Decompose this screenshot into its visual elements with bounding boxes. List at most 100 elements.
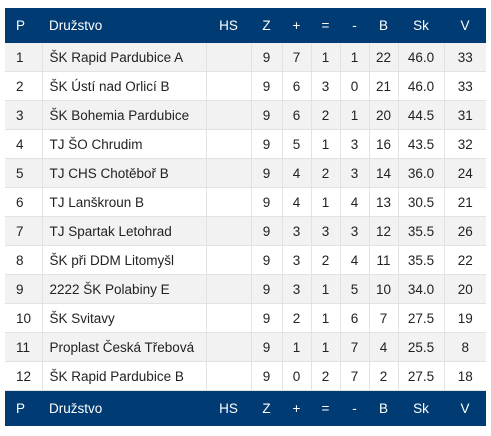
cell-wins: 1: [281, 332, 311, 362]
cell-position: 4: [5, 129, 42, 159]
cell-points: 4: [368, 332, 398, 362]
header-cell-losses[interactable]: -: [340, 8, 369, 43]
cell-draws: 1: [310, 129, 340, 159]
cell-v: 24: [443, 158, 486, 188]
cell-v: 18: [443, 361, 486, 391]
cell-wins: 5: [281, 129, 311, 159]
cell-score: 46.0: [397, 43, 444, 72]
cell-games: 9: [250, 332, 282, 362]
cell-draws: 1: [310, 303, 340, 333]
cell-wins: 0: [281, 361, 311, 391]
cell-team: TJ Spartak Letohrad: [41, 216, 206, 246]
header-cell-team[interactable]: Družstvo: [42, 8, 206, 43]
cell-points: 22: [368, 43, 398, 72]
cell-losses: 4: [339, 245, 369, 275]
cell-points: 12: [368, 216, 398, 246]
cell-v: 8: [443, 332, 486, 362]
cell-v: 31: [443, 100, 486, 130]
cell-team: ŠK Bohemia Pardubice: [41, 100, 206, 130]
cell-v: 22: [443, 245, 486, 275]
cell-points: 16: [368, 129, 398, 159]
header-row-top: P Družstvo HS Z + = - B Sk V: [5, 8, 486, 43]
cell-hs: [205, 187, 251, 217]
cell-v: 21: [443, 187, 486, 217]
cell-draws: 2: [310, 361, 340, 391]
cell-position: 8: [5, 245, 42, 275]
cell-score: 44.5: [397, 100, 444, 130]
cell-position: 7: [5, 216, 42, 246]
footer-cell-draws[interactable]: =: [311, 390, 340, 426]
cell-games: 9: [250, 100, 282, 130]
cell-draws: 2: [310, 245, 340, 275]
cell-v: 26: [443, 216, 486, 246]
cell-draws: 1: [310, 274, 340, 304]
header-cell-points[interactable]: B: [369, 8, 398, 43]
cell-points: 14: [368, 158, 398, 188]
cell-team: ŠK Rapid Pardubice A: [41, 43, 206, 72]
table-row: 4 TJ ŠO Chrudim 9 5 1 3 16 43.5 32: [5, 129, 486, 159]
cell-score: 34.0: [397, 274, 444, 304]
cell-draws: 2: [310, 100, 340, 130]
cell-score: 27.5: [397, 361, 444, 391]
cell-team: ŠK Ústí nad Orlicí B: [41, 71, 206, 101]
cell-wins: 4: [281, 187, 311, 217]
cell-losses: 6: [339, 303, 369, 333]
header-cell-draws[interactable]: =: [311, 8, 340, 43]
cell-wins: 3: [281, 274, 311, 304]
header-cell-wins[interactable]: +: [282, 8, 311, 43]
cell-losses: 3: [339, 129, 369, 159]
header-cell-position[interactable]: P: [5, 8, 42, 43]
table-row: 5 TJ CHS Chotěboř B 9 4 2 3 14 36.0 24: [5, 158, 486, 188]
cell-points: 21: [368, 71, 398, 101]
cell-wins: 7: [281, 43, 311, 72]
footer-cell-points[interactable]: B: [369, 390, 398, 426]
footer-cell-v[interactable]: V: [444, 390, 486, 426]
standings-table: P Družstvo HS Z + = - B Sk V 1 ŠK Rapid P…: [5, 8, 486, 426]
cell-position: 2: [5, 71, 42, 101]
cell-games: 9: [250, 361, 282, 391]
cell-team: ŠK při DDM Litomyšl: [41, 245, 206, 275]
cell-wins: 6: [281, 100, 311, 130]
cell-draws: 1: [310, 332, 340, 362]
table-row: 10 ŠK Svitavy 9 2 1 6 7 27.5 19: [5, 303, 486, 333]
table-row: 8 ŠK při DDM Litomyšl 9 3 2 4 11 35.5 22: [5, 245, 486, 275]
cell-hs: [205, 71, 251, 101]
cell-points: 10: [368, 274, 398, 304]
header-cell-games[interactable]: Z: [251, 8, 282, 43]
cell-losses: 1: [339, 43, 369, 72]
table-row: 7 TJ Spartak Letohrad 9 3 3 3 12 35.5 26: [5, 216, 486, 246]
footer-cell-score[interactable]: Sk: [398, 390, 444, 426]
cell-losses: 7: [339, 332, 369, 362]
footer-cell-hs[interactable]: HS: [206, 390, 251, 426]
header-cell-hs[interactable]: HS: [206, 8, 251, 43]
footer-cell-wins[interactable]: +: [282, 390, 311, 426]
cell-position: 9: [5, 274, 42, 304]
cell-position: 12: [5, 361, 42, 391]
cell-position: 1: [5, 43, 42, 72]
footer-cell-losses[interactable]: -: [340, 390, 369, 426]
table-row: 11 Proplast Česká Třebová 9 1 1 7 4 25.5 8: [5, 332, 486, 362]
cell-games: 9: [250, 216, 282, 246]
cell-team: TJ Lanškroun B: [41, 187, 206, 217]
cell-games: 9: [250, 71, 282, 101]
footer-cell-games[interactable]: Z: [251, 390, 282, 426]
standings-table-container: P Družstvo HS Z + = - B Sk V 1 ŠK Rapid P…: [5, 8, 486, 426]
cell-losses: 3: [339, 216, 369, 246]
cell-wins: 6: [281, 71, 311, 101]
header-cell-score[interactable]: Sk: [398, 8, 444, 43]
cell-games: 9: [250, 274, 282, 304]
header-cell-v[interactable]: V: [444, 8, 486, 43]
footer-cell-position[interactable]: P: [5, 390, 42, 426]
cell-losses: 1: [339, 100, 369, 130]
cell-games: 9: [250, 43, 282, 72]
cell-score: 25.5: [397, 332, 444, 362]
cell-points: 20: [368, 100, 398, 130]
cell-team: TJ ŠO Chrudim: [41, 129, 206, 159]
cell-position: 10: [5, 303, 42, 333]
footer-cell-team[interactable]: Družstvo: [42, 390, 206, 426]
cell-games: 9: [250, 129, 282, 159]
cell-hs: [205, 158, 251, 188]
cell-score: 30.5: [397, 187, 444, 217]
cell-draws: 1: [310, 187, 340, 217]
cell-wins: 2: [281, 303, 311, 333]
